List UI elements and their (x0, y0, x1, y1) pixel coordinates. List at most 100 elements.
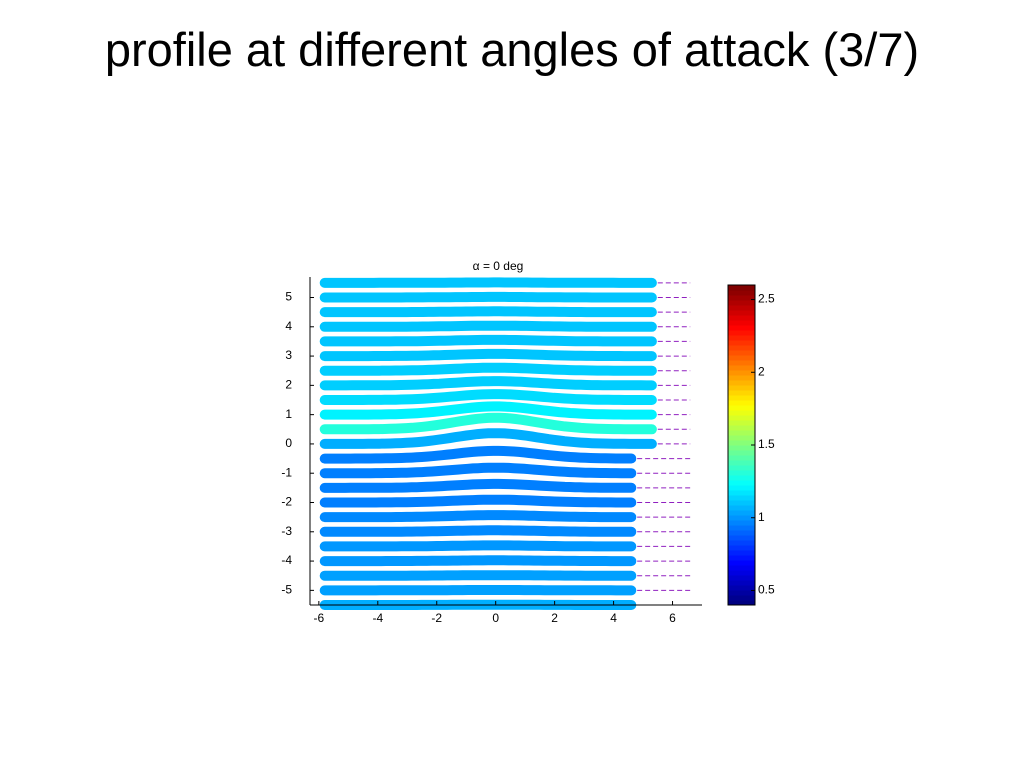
colorbar-cell (728, 335, 755, 341)
colorbar-cell (728, 510, 755, 516)
streamline (319, 291, 657, 303)
colorbar-cell (728, 600, 755, 606)
colorbar-cell (728, 310, 755, 316)
streamline (319, 570, 637, 581)
streamline (319, 510, 637, 523)
streamline (319, 445, 637, 464)
streamline (319, 540, 637, 552)
colorbar-cell (728, 505, 755, 511)
colorbar-cell (728, 515, 755, 521)
chart-title: α = 0 deg (473, 259, 524, 273)
colorbar-cell (728, 460, 755, 466)
colorbar-cell (728, 575, 755, 581)
colorbar-cell (728, 485, 755, 491)
streamline (319, 428, 657, 449)
streamline (319, 277, 657, 288)
colorbar-cell (728, 385, 755, 391)
colorbar-cell (728, 290, 755, 296)
y-tick-label: 3 (285, 348, 292, 362)
colorbar-cell (728, 545, 755, 551)
streamline (319, 306, 657, 318)
colorbar-cell (728, 590, 755, 596)
colorbar-cell (728, 365, 755, 371)
streamline (319, 348, 657, 362)
y-tick-label: -1 (281, 465, 292, 479)
streamline (319, 462, 637, 479)
x-tick-label: -6 (314, 611, 325, 625)
colorbar-cell (728, 465, 755, 471)
colorbar-cell (728, 345, 755, 351)
colorbar-cell (728, 480, 755, 486)
streamline (319, 555, 637, 567)
x-tick-label: 2 (551, 611, 558, 625)
x-tick-label: -4 (372, 611, 383, 625)
colorbar-tick-label: 1 (758, 510, 765, 524)
colorbar-cell (728, 530, 755, 536)
colorbar-cell (728, 430, 755, 436)
colorbar-cell (728, 350, 755, 356)
colorbar-cell (728, 475, 755, 481)
colorbar-cell (728, 420, 755, 426)
y-tick-label: -5 (281, 583, 292, 597)
colorbar-cell (728, 300, 755, 306)
colorbar-cell (728, 330, 755, 336)
colorbar-cell (728, 340, 755, 346)
colorbar-tick-label: 2 (758, 364, 765, 378)
colorbar-cell (728, 500, 755, 506)
y-tick-label: -2 (281, 495, 292, 509)
colorbar-cell (728, 550, 755, 556)
colorbar-cell (728, 535, 755, 541)
colorbar-cell (728, 390, 755, 396)
streamline (319, 376, 657, 391)
colorbar-cell (728, 520, 755, 526)
streamline (319, 320, 657, 332)
y-tick-label: 1 (285, 407, 292, 421)
y-tick-label: 2 (285, 378, 292, 392)
colorbar-cell (728, 425, 755, 431)
colorbar-cell (728, 580, 755, 586)
streamline (319, 525, 637, 537)
y-tick-label: -3 (281, 524, 292, 538)
colorbar-tick-label: 2.5 (758, 292, 775, 306)
colorbar-cell (728, 410, 755, 416)
colorbar-cell (728, 400, 755, 406)
y-tick-label: -4 (281, 553, 292, 567)
colorbar-cell (728, 380, 755, 386)
streamline (319, 362, 657, 376)
streamline (319, 334, 657, 347)
colorbar-cell (728, 490, 755, 496)
colorbar-cell (728, 450, 755, 456)
colorbar-cell (728, 315, 755, 321)
y-tick-label: 5 (285, 290, 292, 304)
colorbar-cell (728, 470, 755, 476)
streamline (319, 412, 657, 435)
x-tick-label: 0 (492, 611, 499, 625)
slide-title: profile at different angles of attack (3… (104, 23, 920, 76)
colorbar-cell (728, 540, 755, 546)
colorbar-cell (728, 360, 755, 366)
colorbar-cell (728, 525, 755, 531)
y-tick-label: 0 (285, 436, 292, 450)
colorbar-cell (728, 375, 755, 381)
colorbar-cell (728, 565, 755, 571)
colorbar-cell (728, 555, 755, 561)
streamline (319, 401, 657, 420)
streamline (319, 494, 637, 508)
colorbar-cell (728, 570, 755, 576)
colorbar-cell (728, 445, 755, 451)
streamline (319, 389, 657, 405)
x-tick-label: 4 (610, 611, 617, 625)
colorbar-tick-label: 1.5 (758, 437, 775, 451)
colorbar-cell (728, 285, 755, 291)
colorbar-cell (728, 440, 755, 446)
colorbar-cell (728, 405, 755, 411)
x-tick-label: -2 (431, 611, 442, 625)
colorbar-cell (728, 560, 755, 566)
colorbar-cell (728, 435, 755, 441)
x-tick-label: 6 (669, 611, 676, 625)
streamline (319, 478, 637, 493)
colorbar-cell (728, 370, 755, 376)
colorbar-tick-label: 0.5 (758, 583, 775, 597)
